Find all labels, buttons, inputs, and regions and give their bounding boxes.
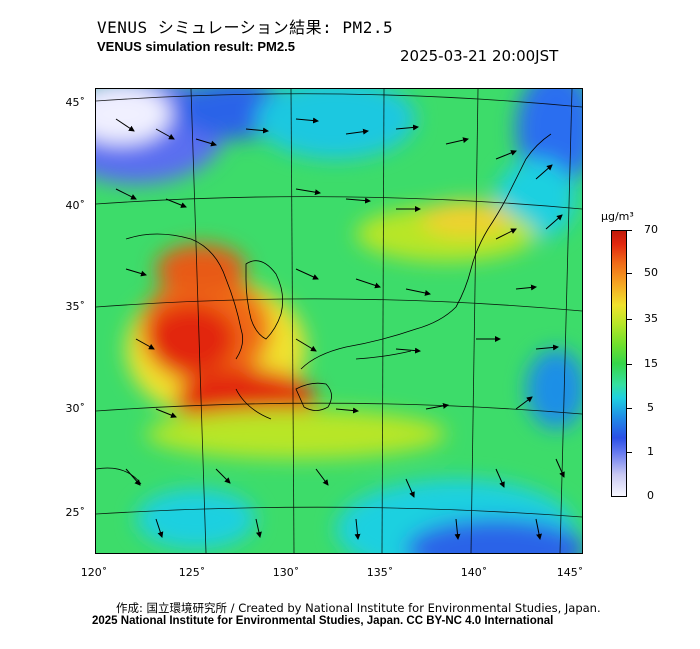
colorbar-tickmark [626,230,632,231]
colorbar-tickmark [626,408,632,409]
colorbar-tickmark [626,273,632,274]
lon-label-120: 120˚ [80,566,108,579]
colorbar-unit: µg/m³ [601,210,634,223]
title-english: VENUS simulation result: PM2.5 [97,39,295,54]
colorbar-tick-35: 35 [644,312,658,325]
coastlines [96,133,552,485]
colorbar [611,230,627,497]
lon-label-135: 135˚ [366,566,394,579]
lon-label-145: 145˚ [556,566,584,579]
colorbar-tickmark [626,452,632,453]
wind-vectors [115,117,565,540]
colorbar-tick-70: 70 [644,223,658,236]
colorbar-tickmark [626,319,632,320]
title-japanese: VENUS シミュレーション結果: PM2.5 [97,18,394,37]
lon-label-125: 125˚ [178,566,206,579]
credit-line-2: 2025 National Institute for Environmenta… [92,615,554,627]
lat-label-30: 30˚ [65,402,86,415]
colorbar-tick-5: 5 [647,401,654,414]
colorbar-tick-50: 50 [644,266,658,279]
lon-label-130: 130˚ [272,566,300,579]
colorbar-tick-15: 15 [644,357,658,370]
lat-label-35: 35˚ [65,300,86,313]
colorbar-tickmark [626,364,632,365]
lat-label-40: 40˚ [65,199,86,212]
colorbar-tick-0: 0 [647,489,654,502]
concentration-field [96,89,582,553]
graticule [96,89,582,553]
lat-label-45: 45˚ [65,96,86,109]
lon-label-140: 140˚ [460,566,488,579]
pm25-map [95,88,583,554]
forecast-datetime: 2025-03-21 20:00JST [400,47,559,65]
credit-line-1: 作成: 国立環境研究所 / Created by National Instit… [116,601,601,615]
lat-label-25: 25˚ [65,506,86,519]
colorbar-tick-1: 1 [647,445,654,458]
